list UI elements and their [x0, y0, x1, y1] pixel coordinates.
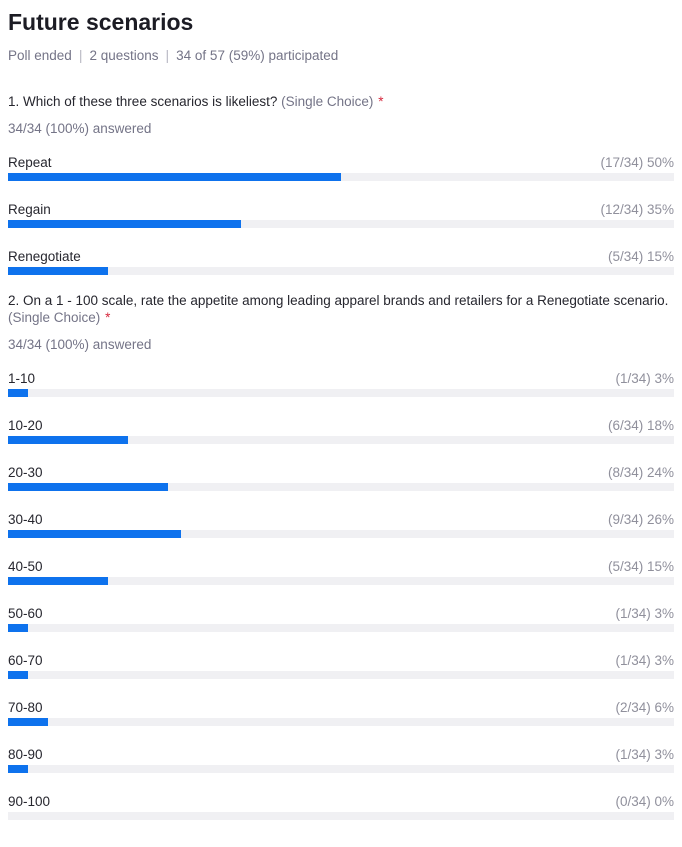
option-stat: (1/34) 3%	[615, 605, 674, 621]
meta-separator: |	[165, 47, 170, 63]
answered-summary: 34/34 (100%) answered	[8, 337, 152, 352]
option-bar-track	[8, 220, 674, 228]
poll-option-row: Regain (12/34) 35%	[8, 198, 674, 228]
option-label: 30-40	[8, 511, 43, 527]
option-bar-track	[8, 436, 674, 444]
option-bar-fill	[8, 267, 108, 275]
poll-option-row: 70-80 (2/34) 6%	[8, 696, 674, 726]
question-text: 2. On a 1 - 100 scale, rate the appetite…	[8, 293, 669, 308]
options-list: 1-10 (1/34) 3% 10-20 (6/34) 18% 20-3	[8, 367, 674, 820]
option-stat: (6/34) 18%	[607, 417, 674, 433]
poll-option-row: 1-10 (1/34) 3%	[8, 367, 674, 397]
option-bar-fill	[8, 577, 108, 585]
question-block-1: 1. Which of these three scenarios is lik…	[8, 93, 674, 275]
question-count: 2 questions	[89, 48, 159, 63]
option-label: Renegotiate	[8, 248, 81, 264]
option-stat: (17/34) 50%	[600, 154, 674, 170]
option-bar-fill	[8, 671, 28, 679]
option-bar-fill	[8, 483, 168, 491]
option-label: 40-50	[8, 558, 43, 574]
option-bar-track	[8, 267, 674, 275]
option-bar-fill	[8, 624, 28, 632]
option-bar-track	[8, 718, 674, 726]
option-bar-track	[8, 530, 674, 538]
meta-separator: |	[78, 47, 83, 63]
option-bar-track	[8, 765, 674, 773]
poll-status: Poll ended	[8, 48, 72, 63]
poll-option-row: Renegotiate (5/34) 15%	[8, 245, 674, 275]
option-label: 60-70	[8, 652, 43, 668]
required-asterisk: *	[378, 94, 384, 109]
participation-summary: 34 of 57 (59%) participated	[176, 48, 339, 63]
poll-option-row: 60-70 (1/34) 3%	[8, 649, 674, 679]
answered-summary: 34/34 (100%) answered	[8, 121, 152, 136]
option-bar-fill	[8, 530, 182, 538]
option-label: Repeat	[8, 154, 52, 170]
question-text: 1. Which of these three scenarios is lik…	[8, 94, 278, 109]
option-bar-track	[8, 812, 674, 820]
poll-meta: Poll ended | 2 questions | 34 of 57 (59%) pa…	[8, 47, 674, 64]
option-label: 50-60	[8, 605, 43, 621]
option-stat: (9/34) 26%	[607, 511, 674, 527]
page-title: Future scenarios	[8, 9, 194, 35]
option-bar-fill	[8, 436, 128, 444]
option-bar-track	[8, 173, 674, 181]
poll-option-row: 80-90 (1/34) 3%	[8, 743, 674, 773]
poll-option-row: 10-20 (6/34) 18%	[8, 414, 674, 444]
option-stat: (5/34) 15%	[607, 248, 674, 264]
poll-option-row: Repeat (17/34) 50%	[8, 151, 674, 181]
option-stat: (1/34) 3%	[615, 746, 674, 762]
options-list: Repeat (17/34) 50% Regain (12/34) 35%	[8, 151, 674, 275]
option-bar-fill	[8, 765, 28, 773]
option-stat: (8/34) 24%	[607, 464, 674, 480]
option-bar-track	[8, 624, 674, 632]
option-bar-track	[8, 671, 674, 679]
question-type-label: (Single Choice)	[281, 94, 374, 109]
option-bar-fill	[8, 718, 48, 726]
option-stat: (1/34) 3%	[615, 370, 674, 386]
option-bar-fill	[8, 173, 341, 181]
option-stat: (0/34) 0%	[615, 793, 674, 809]
option-label: Regain	[8, 201, 51, 217]
option-bar-track	[8, 483, 674, 491]
option-bar-fill	[8, 220, 242, 228]
question-type-label: (Single Choice)	[8, 310, 101, 325]
option-label: 1-10	[8, 370, 36, 386]
option-bar-track	[8, 389, 674, 397]
option-bar-fill	[8, 389, 28, 397]
poll-option-row: 90-100 (0/34) 0%	[8, 790, 674, 820]
option-label: 10-20	[8, 417, 43, 433]
option-stat: (1/34) 3%	[615, 652, 674, 668]
question-title: 2. On a 1 - 100 scale, rate the appetite…	[8, 292, 674, 326]
poll-option-row: 50-60 (1/34) 3%	[8, 602, 674, 632]
option-stat: (5/34) 15%	[607, 558, 674, 574]
option-bar-track	[8, 577, 674, 585]
option-label: 80-90	[8, 746, 43, 762]
poll-option-row: 40-50 (5/34) 15%	[8, 555, 674, 585]
option-stat: (12/34) 35%	[600, 201, 674, 217]
question-block-2: 2. On a 1 - 100 scale, rate the appetite…	[8, 292, 674, 820]
option-label: 70-80	[8, 699, 43, 715]
poll-option-row: 20-30 (8/34) 24%	[8, 461, 674, 491]
required-asterisk: *	[105, 310, 111, 325]
question-title: 1. Which of these three scenarios is lik…	[8, 93, 674, 110]
option-label: 20-30	[8, 464, 43, 480]
option-stat: (2/34) 6%	[615, 699, 674, 715]
poll-option-row: 30-40 (9/34) 26%	[8, 508, 674, 538]
option-label: 90-100	[8, 793, 51, 809]
